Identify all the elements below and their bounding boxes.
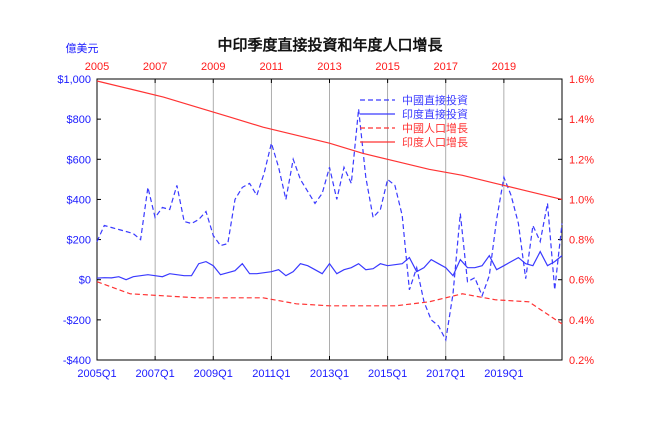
left-tick-label: -$400 <box>63 355 91 367</box>
top-tick-label: 2019 <box>492 61 516 73</box>
top-tick-label: 2013 <box>317 61 341 73</box>
bottom-tick-label: 2019Q1 <box>484 368 523 380</box>
top-tick-label: 2017 <box>434 61 458 73</box>
left-tick-label: $200 <box>67 235 91 247</box>
right-tick-label: 0.6% <box>569 275 594 287</box>
bottom-tick-label: 2007Q1 <box>136 368 175 380</box>
series-line-3 <box>96 80 563 200</box>
right-tick-label: 0.2% <box>569 355 594 367</box>
legend-label: 印度人口增長 <box>402 135 468 149</box>
left-axis: -$400 -$200 $0 $200 $400 $600 $800 $1,000 <box>57 74 101 367</box>
right-axis: 0.2% 0.4% 0.6% 0.8% 1.0% 1.2% 1.4% 1.6% <box>558 74 594 367</box>
bottom-tick-label: 2005Q1 <box>77 368 116 380</box>
left-tick-label: $600 <box>67 154 91 166</box>
bottom-tick-label: 2011Q1 <box>252 368 290 380</box>
bottom-axis: 2005Q1 2007Q1 2009Q1 2011Q1 2013Q1 2015Q1 2017… <box>77 356 523 380</box>
series-line-0 <box>96 109 563 342</box>
series-line-1 <box>96 250 563 281</box>
top-tick-label: 2007 <box>143 61 167 73</box>
right-tick-label: 1.0% <box>569 194 594 206</box>
series-line-2 <box>96 281 563 325</box>
left-tick-label: $0 <box>79 275 91 287</box>
top-tick-label: 2005 <box>85 61 109 73</box>
bottom-tick-label: 2015Q1 <box>368 368 407 380</box>
top-tick-label: 2011 <box>260 61 284 73</box>
bottom-tick-label: 2013Q1 <box>310 368 349 380</box>
legend-label: 中國直接投資 <box>402 93 468 107</box>
left-tick-label: $1,000 <box>57 74 91 86</box>
right-tick-label: 0.8% <box>569 235 594 247</box>
vertical-gridlines <box>154 79 505 360</box>
top-tick-label: 2009 <box>201 61 225 73</box>
right-tick-label: 1.6% <box>569 74 594 86</box>
right-tick-label: 1.2% <box>569 154 594 166</box>
left-axis-unit: 億美元 <box>66 42 99 55</box>
left-tick-label: $400 <box>67 194 91 206</box>
bottom-tick-label: 2017Q1 <box>426 368 465 380</box>
top-tick-label: 2015 <box>375 61 399 73</box>
legend-label: 中國人口增長 <box>402 121 468 135</box>
top-axis: 2005 2007 2009 2011 2013 2015 2017 2019 <box>85 61 516 83</box>
bottom-tick-label: 2009Q1 <box>194 368 233 380</box>
left-tick-label: -$200 <box>63 315 91 327</box>
legend-label: 印度直接投資 <box>402 107 468 121</box>
series-lines <box>96 80 563 342</box>
left-tick-label: $800 <box>67 114 91 126</box>
right-tick-label: 0.4% <box>569 315 594 327</box>
chart-title: 中印季度直接投資和年度人口增長 <box>217 36 443 54</box>
right-tick-label: 1.4% <box>569 114 594 126</box>
